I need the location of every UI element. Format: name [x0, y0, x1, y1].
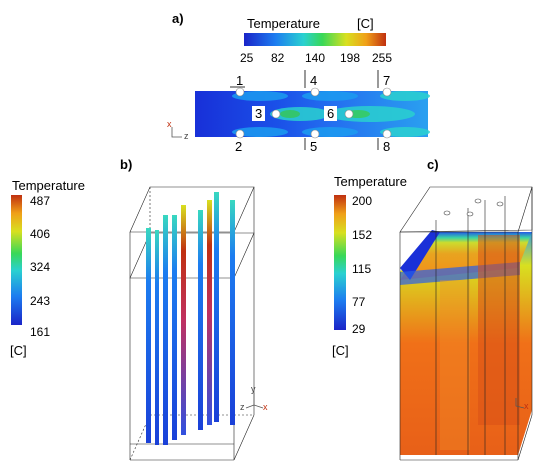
panel-a-label: a) [172, 11, 184, 26]
box-label-6: 6 [324, 106, 338, 121]
panel-a-axis-x: x [167, 119, 172, 129]
port-label-4: 4 [310, 73, 318, 88]
panel-a-leader-lines [230, 70, 379, 150]
panel-c-tick: 200 [352, 194, 373, 208]
panel-b-label: b) [120, 157, 133, 172]
panel-a-tick: 25 [240, 51, 254, 65]
panel-b-colorbar [11, 195, 22, 325]
panel-c-tick: 29 [352, 322, 366, 336]
panel-b-tick: 487 [30, 194, 51, 208]
panel-b-axis-y: y [251, 384, 256, 394]
port-label-7: 7 [383, 73, 391, 88]
box-label-3: 3 [252, 106, 266, 121]
panel-b-axis-icon [245, 393, 264, 409]
panel-a-axis-icon [171, 127, 182, 138]
panel-b-tick: 406 [30, 227, 51, 241]
panel-a-tick: 255 [372, 51, 393, 65]
panel-a-legend-unit: [C] [357, 16, 374, 31]
panel-b-axis-z: z [240, 402, 245, 412]
panel-c-axis-icon [515, 398, 525, 409]
panel-c-tick: 152 [352, 228, 373, 242]
panel-c-holes [443, 198, 504, 217]
panel-b-legend-title: Temperature [12, 178, 85, 193]
panel-a-ports [235, 87, 392, 139]
panel-a-tick: 140 [305, 51, 326, 65]
port-label-1: 1 [236, 73, 244, 88]
panel-a-axis-z: z [184, 131, 189, 141]
panel-c-tick: 77 [352, 295, 366, 309]
panel-c-tick: 115 [352, 262, 372, 276]
panel-c-colorbar [334, 195, 346, 330]
panel-b-legend-unit: [C] [10, 343, 27, 358]
panel-c-legend-title: Temperature [334, 174, 407, 189]
panel-c-block [400, 230, 532, 455]
port-label-8: 8 [383, 139, 391, 154]
panel-a-colorbar [244, 33, 386, 46]
port-label-5: 5 [310, 139, 318, 154]
panel-b-axis-x: x [263, 402, 268, 412]
port-label-2: 2 [235, 139, 243, 154]
panel-b-tubes [146, 192, 235, 445]
panel-c-axis-x: x [524, 401, 529, 411]
panel-c-wireframe [399, 186, 533, 461]
panel-b-tick: 243 [30, 294, 51, 308]
panel-b-tick: 161 [30, 325, 51, 339]
panel-c-label: c) [427, 157, 439, 172]
panel-a-tick: 82 [271, 51, 285, 65]
panel-a-tick: 198 [340, 51, 361, 65]
panel-a-legend-title: Temperature [247, 16, 320, 31]
panel-b-tick: 324 [30, 260, 51, 274]
panel-c-legend-unit: [C] [332, 343, 349, 358]
